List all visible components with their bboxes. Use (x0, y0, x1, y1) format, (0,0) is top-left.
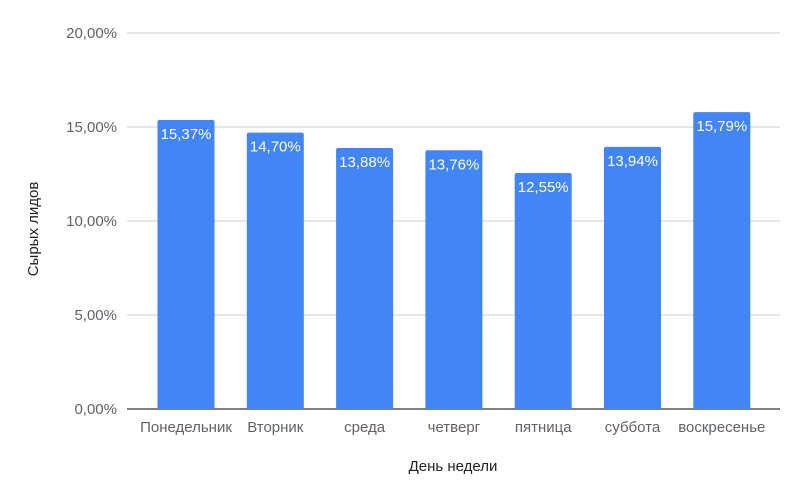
x-tick-label: суббота (605, 419, 661, 436)
bar (693, 112, 751, 409)
bar (336, 148, 394, 409)
x-tick-label: Понедельник (140, 419, 232, 436)
y-tick-label: 20,00% (66, 25, 117, 42)
bar (246, 132, 304, 409)
bar (514, 173, 572, 409)
x-tick-label: Вторник (247, 419, 304, 436)
x-tick-labels: Понедельник Вторник среда четверг пятница суб… (140, 419, 765, 436)
bars (157, 112, 751, 410)
y-axis-title: Сырых лидов (25, 182, 42, 277)
bar-data-label: 13,94% (607, 153, 658, 170)
bar-data-label: 14,70% (250, 139, 301, 156)
bar (604, 146, 661, 410)
bar-data-label: 15,79% (696, 118, 747, 135)
y-tick-label: 5,00% (74, 307, 117, 324)
x-tick-label: пятница (515, 419, 572, 436)
bar-data-label: 13,88% (339, 154, 390, 171)
x-tick-label: четверг (428, 419, 481, 436)
bar (157, 120, 215, 409)
y-tick-label: 10,00% (66, 213, 117, 230)
y-tick-label: 0,00% (74, 401, 117, 418)
y-tick-labels: 0,00% 5,00% 10,00% 15,00% 20,00% (66, 25, 117, 418)
y-tick-label: 15,00% (66, 119, 117, 136)
x-axis-title: День недели (409, 458, 498, 475)
bar (425, 150, 483, 409)
bar-data-label: 12,55% (518, 179, 569, 196)
x-tick-label: среда (344, 419, 386, 436)
bar-data-label: 13,76% (428, 156, 479, 173)
bar-data-label: 15,37% (161, 126, 212, 143)
x-tick-label: воскресенье (678, 419, 765, 436)
bar-data-labels: 15,37% 14,70% 13,88% 13,76% 12,55% 13,94% 15,7… (161, 118, 748, 196)
